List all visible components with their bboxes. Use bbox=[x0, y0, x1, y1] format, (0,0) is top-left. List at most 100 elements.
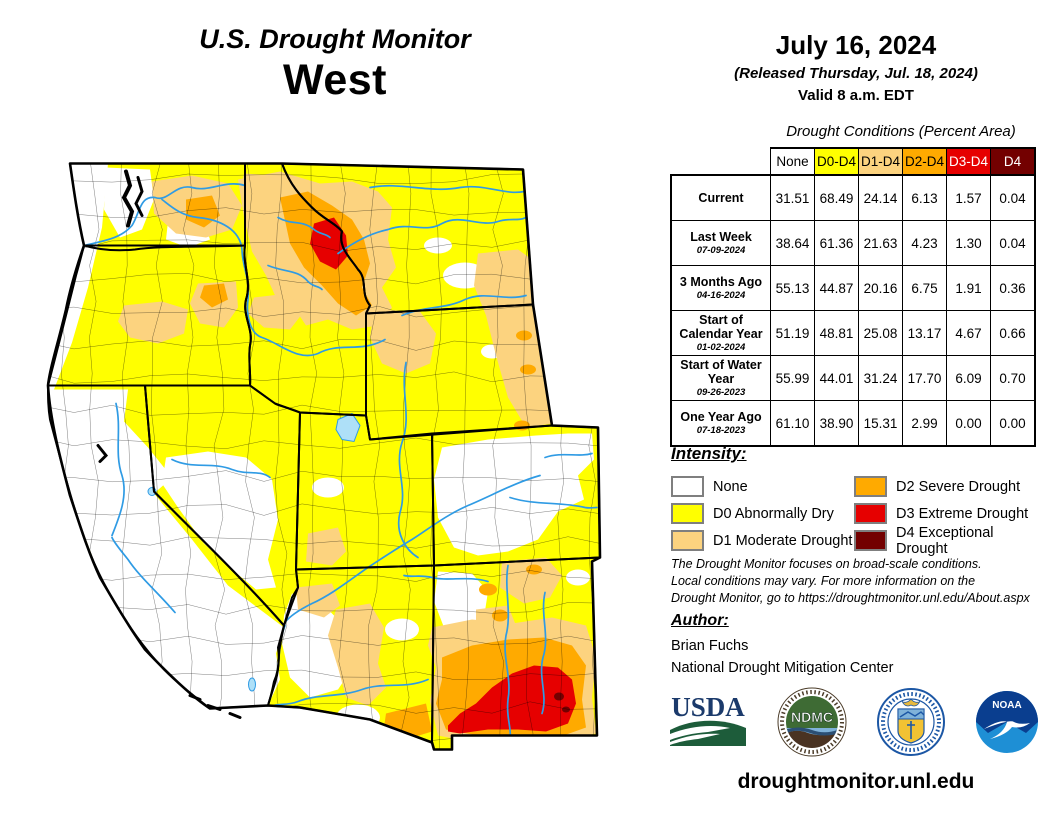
legend-title: Intensity: bbox=[671, 444, 747, 463]
cell-value: 61.10 bbox=[770, 400, 815, 447]
d0-swatch bbox=[671, 503, 704, 524]
cell-value: 68.49 bbox=[814, 174, 859, 221]
row-label: 3 Months Ago 04-16-2024 bbox=[670, 265, 771, 311]
cell-value: 38.64 bbox=[770, 220, 815, 266]
d1-swatch bbox=[671, 530, 704, 551]
site-url: droughtmonitor.unl.edu bbox=[737, 770, 975, 793]
cell-value: 25.08 bbox=[858, 310, 903, 356]
author-name: Brian Fuchs bbox=[671, 638, 749, 654]
cell-value: 44.01 bbox=[814, 355, 859, 401]
commerce-seal bbox=[877, 688, 945, 756]
released-date: (Released Thursday, Jul. 18, 2024) bbox=[734, 65, 978, 82]
cell-value: 48.81 bbox=[814, 310, 859, 356]
col-header-d4: D4 bbox=[990, 147, 1036, 176]
cell-value: 0.04 bbox=[990, 174, 1036, 221]
row-label: Start of Calendar Year 01-02-2024 bbox=[670, 310, 771, 356]
table-row: Current 31.51 68.49 24.14 6.13 1.57 0.04 bbox=[670, 174, 1036, 221]
author-block: Author: Brian Fuchs National Drought Mit… bbox=[671, 612, 893, 676]
legend-item-d1: D1 Moderate Drought bbox=[671, 530, 854, 551]
cell-value: 2.99 bbox=[902, 400, 947, 447]
legend-item-none: None bbox=[671, 476, 854, 497]
cell-value: 55.13 bbox=[770, 265, 815, 311]
author-heading: Author: bbox=[671, 612, 729, 629]
cell-value: 1.30 bbox=[946, 220, 991, 266]
legend-item-d2: D2 Severe Drought bbox=[854, 476, 1037, 497]
drought-map bbox=[46, 162, 602, 751]
cell-value: 31.24 bbox=[858, 355, 903, 401]
none-swatch bbox=[671, 476, 704, 497]
cell-value: 38.90 bbox=[814, 400, 859, 447]
cell-value: 0.66 bbox=[990, 310, 1036, 356]
table-corner-blank bbox=[671, 148, 771, 175]
date-block: July 16, 2024 (Released Thursday, Jul. 1… bbox=[668, 30, 1044, 104]
cell-value: 17.70 bbox=[902, 355, 947, 401]
d3-swatch bbox=[854, 503, 887, 524]
d2-swatch bbox=[854, 476, 887, 497]
table-row: Last Week 07-09-2024 38.64 61.36 21.63 4… bbox=[670, 220, 1036, 266]
report-title: U.S. Drought Monitor bbox=[199, 24, 471, 54]
noaa-wordmark: NOAA bbox=[992, 700, 1021, 711]
cell-value: 55.99 bbox=[770, 355, 815, 401]
author-org: National Drought Mitigation Center bbox=[671, 660, 894, 676]
col-header-d3-d4: D3-D4 bbox=[946, 147, 991, 176]
legend-item-d4: D4 Exceptional Drought bbox=[854, 525, 1037, 557]
col-header-d2-d4: D2-D4 bbox=[902, 147, 947, 176]
cell-value: 0.00 bbox=[990, 400, 1036, 447]
cell-value: 51.19 bbox=[770, 310, 815, 356]
usda-wordmark: USDA bbox=[671, 692, 745, 722]
table-row: 3 Months Ago 04-16-2024 55.13 44.87 20.1… bbox=[670, 265, 1036, 311]
cell-value: 1.57 bbox=[946, 174, 991, 221]
lakes-layer bbox=[147, 412, 361, 692]
cell-value: 6.75 bbox=[902, 265, 947, 311]
table-row: Start of Calendar Year 01-02-2024 51.19 … bbox=[670, 310, 1036, 356]
disclaimer: The Drought Monitor focuses on broad-sca… bbox=[671, 557, 1030, 605]
noaa-logo: NOAA bbox=[976, 691, 1038, 753]
cell-value: 31.51 bbox=[770, 174, 815, 221]
table-row: One Year Ago 07-18-2023 61.10 38.90 15.3… bbox=[670, 400, 1036, 447]
state-borders bbox=[46, 162, 602, 751]
col-header-d0-d4: D0-D4 bbox=[814, 147, 859, 176]
cell-value: 0.70 bbox=[990, 355, 1036, 401]
usda-logo: USDA bbox=[670, 692, 746, 746]
coastal-details bbox=[96, 169, 242, 719]
ndmc-wordmark: NDMC bbox=[791, 709, 833, 725]
intensity-legend: Intensity: None D0 Abnormally Dry D1 Mod… bbox=[671, 444, 1041, 557]
drought-conditions-table: None D0-D4 D1-D4 D2-D4 D3-D4 D4 Current … bbox=[670, 147, 1036, 447]
table-row: Start of Water Year 09-26-2023 55.99 44.… bbox=[670, 355, 1036, 401]
table-header-row: None D0-D4 D1-D4 D2-D4 D3-D4 D4 bbox=[671, 147, 1036, 176]
cell-value: 15.31 bbox=[858, 400, 903, 447]
rivers-layer bbox=[83, 183, 598, 741]
cell-value: 4.23 bbox=[902, 220, 947, 266]
legend-item-d0: D0 Abnormally Dry bbox=[671, 503, 854, 524]
right-column: July 16, 2024 (Released Thursday, Jul. 1… bbox=[668, 0, 1044, 816]
cell-value: 0.00 bbox=[946, 400, 991, 447]
cell-value: 1.91 bbox=[946, 265, 991, 311]
row-label: Start of Water Year 09-26-2023 bbox=[670, 355, 771, 401]
row-label: Last Week 07-09-2024 bbox=[670, 220, 771, 266]
region-title: West bbox=[283, 56, 387, 104]
cell-value: 13.17 bbox=[902, 310, 947, 356]
row-label: One Year Ago 07-18-2023 bbox=[670, 400, 771, 447]
title-block: U.S. Drought Monitor West bbox=[100, 24, 570, 105]
cell-value: 44.87 bbox=[814, 265, 859, 311]
logo-row: USDA NDMC bbox=[668, 686, 1040, 758]
cell-value: 4.67 bbox=[946, 310, 991, 356]
table-title: Drought Conditions (Percent Area) bbox=[786, 123, 1016, 140]
legend-item-d3: D3 Extreme Drought bbox=[854, 503, 1037, 524]
cell-value: 21.63 bbox=[858, 220, 903, 266]
col-header-none: None bbox=[770, 147, 815, 176]
cell-value: 6.13 bbox=[902, 174, 947, 221]
map-date: July 16, 2024 bbox=[775, 30, 937, 60]
row-label: Current bbox=[670, 174, 771, 221]
cell-value: 6.09 bbox=[946, 355, 991, 401]
ndmc-logo: NDMC bbox=[777, 687, 847, 757]
col-header-d1-d4: D1-D4 bbox=[858, 147, 903, 176]
cell-value: 0.04 bbox=[990, 220, 1036, 266]
cell-value: 20.16 bbox=[858, 265, 903, 311]
d4-swatch bbox=[854, 530, 887, 551]
valid-time: Valid 8 a.m. EDT bbox=[798, 87, 914, 104]
cell-value: 0.36 bbox=[990, 265, 1036, 311]
cell-value: 61.36 bbox=[814, 220, 859, 266]
cell-value: 24.14 bbox=[858, 174, 903, 221]
